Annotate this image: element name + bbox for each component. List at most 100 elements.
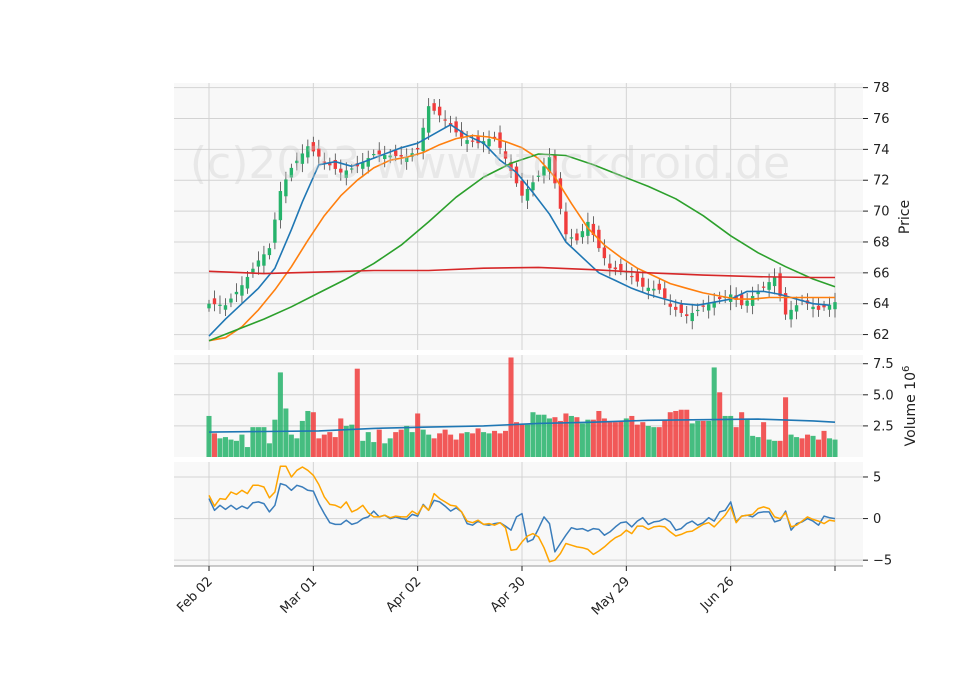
candle-up <box>772 277 777 287</box>
volume-bar-up <box>206 415 212 457</box>
candle-up <box>531 182 535 191</box>
candle-down <box>778 273 782 296</box>
candle-down <box>674 306 678 310</box>
volume-bar-up <box>744 418 750 457</box>
volume-bar-down <box>629 415 635 457</box>
volume-bar-up <box>728 415 734 457</box>
candle-up <box>833 302 837 310</box>
volume-bar-up <box>689 423 695 457</box>
volume-bar-down <box>816 439 822 457</box>
volume-bar-down <box>376 429 382 457</box>
candle-up <box>229 298 233 303</box>
candle-down <box>520 180 524 196</box>
volume-bar-up <box>294 438 300 457</box>
candle-down <box>377 150 381 155</box>
candle-up <box>278 191 283 221</box>
volume-bar-up <box>299 420 305 457</box>
candle-down <box>668 303 672 307</box>
volume-bar-up <box>305 410 311 457</box>
candle-up <box>706 304 711 311</box>
volume-bar-up <box>250 427 256 457</box>
volume-bar-down <box>453 439 459 457</box>
volume-bar-down <box>321 434 327 457</box>
candle-up <box>811 306 815 310</box>
volume-bar-up <box>409 432 415 457</box>
candle-up <box>827 304 832 310</box>
volume-bar-up <box>283 408 289 457</box>
volume-bar-down <box>563 413 569 457</box>
volume-bar-down <box>678 409 684 457</box>
macd-line <box>208 482 836 553</box>
price-axis-tick-label: 64 <box>873 297 890 312</box>
candle-down <box>212 298 217 305</box>
volume-bar-down <box>596 410 602 457</box>
candle-up <box>245 276 250 289</box>
candle-down <box>437 106 442 116</box>
candle-down <box>608 263 612 269</box>
candle-down <box>761 286 766 288</box>
volume-bar-down <box>508 357 514 457</box>
candle-up <box>789 309 793 320</box>
volume-bar-down <box>393 432 399 457</box>
candle-down <box>822 304 826 308</box>
volume-bar-down <box>431 438 437 457</box>
volume-bar-down <box>590 419 596 457</box>
volume-bar-up <box>750 435 756 457</box>
candle-up <box>300 153 305 164</box>
volume-bar-up <box>255 427 261 457</box>
candle-down <box>470 140 475 142</box>
volume-bar-up <box>706 420 712 457</box>
candle-down <box>454 121 458 133</box>
volume-bar-up <box>387 438 393 457</box>
price-axis-tick-label: 74 <box>873 143 890 158</box>
volume-bar-up <box>343 425 349 457</box>
volume-bar-up <box>228 439 234 457</box>
volume-bar-down <box>519 424 525 457</box>
sma_slow-line <box>208 153 836 342</box>
candle-up <box>767 282 771 290</box>
candle-down <box>514 166 519 184</box>
volume-bar-up <box>360 440 366 457</box>
volume-bar-up <box>266 443 272 457</box>
candle-down <box>443 119 447 121</box>
volume-bar-down <box>415 413 421 457</box>
volume-bar-down <box>574 417 580 457</box>
candle-down <box>734 295 738 300</box>
candle-up <box>251 268 255 273</box>
candle-up <box>306 146 310 158</box>
candle-down <box>685 314 689 317</box>
candle-up <box>295 160 299 164</box>
volume-bar-down <box>656 427 662 457</box>
candle-up <box>580 231 585 238</box>
candle-down <box>717 297 722 300</box>
volume-bar-down <box>552 417 558 457</box>
candle-up <box>273 219 277 243</box>
candle-down <box>613 267 618 270</box>
volume-bar-up <box>277 372 283 457</box>
x-tick-label: Apr 02 <box>383 574 424 615</box>
candle-up <box>536 175 541 177</box>
candle-up <box>426 106 431 133</box>
volume-bar-up <box>404 425 410 457</box>
signal-line <box>208 465 836 563</box>
volume-bar-up <box>711 367 717 457</box>
volume-bar-up <box>766 439 772 457</box>
candle-up <box>223 305 228 310</box>
volume-bar-down <box>601 418 607 457</box>
volume-bar-down <box>700 420 706 457</box>
volume-bar-down <box>492 430 498 457</box>
candle-down <box>602 247 607 259</box>
volume-bar-up <box>772 440 778 457</box>
volume-bar-down <box>777 440 783 457</box>
macd-axis-tick-label: −5 <box>873 554 892 569</box>
volume-bar-down <box>327 432 333 457</box>
candle-down <box>564 211 568 235</box>
volume-bar-up <box>371 442 377 457</box>
candle-up <box>547 157 552 172</box>
volume-bar-down <box>503 430 509 457</box>
candle-down <box>553 155 557 184</box>
volume-bar-up <box>535 414 541 457</box>
candle-up <box>542 166 546 176</box>
candle-up <box>690 312 694 322</box>
volume_avg-line <box>208 418 836 433</box>
